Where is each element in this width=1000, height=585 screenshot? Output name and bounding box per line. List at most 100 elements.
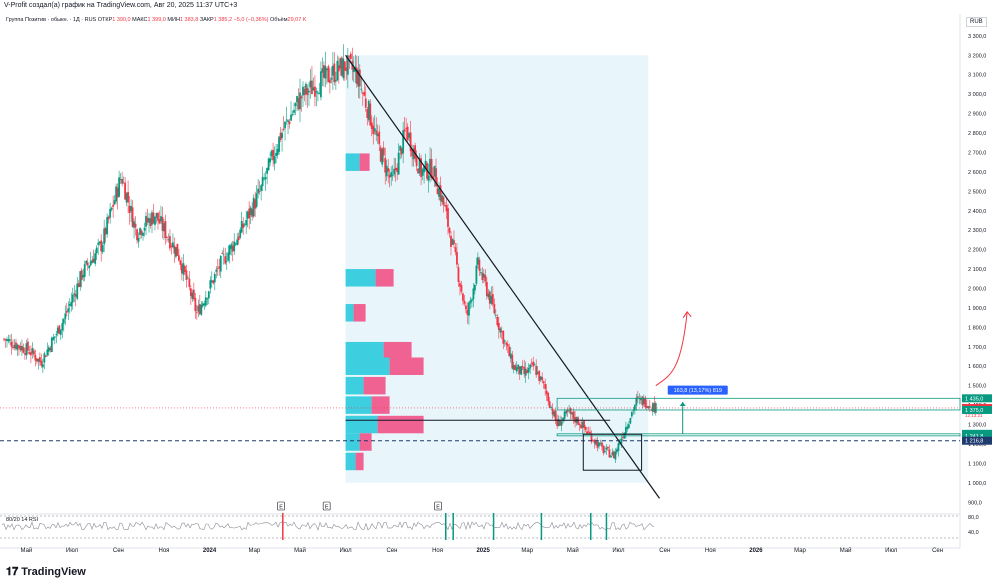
y-tick-label: 1 200,0 xyxy=(968,442,986,448)
candle-body xyxy=(427,175,430,181)
low-label: МИН xyxy=(167,17,180,23)
level-label: 1 216,8 xyxy=(965,439,983,445)
close-value: 1 385,2 xyxy=(213,17,233,23)
candle-body xyxy=(586,431,588,434)
x-tick-label: Май xyxy=(567,547,579,554)
candle-body xyxy=(611,452,614,455)
candle-body xyxy=(134,223,137,228)
symbol-name[interactable]: Группа Позитив · обыкн. · 1Д · RUS xyxy=(6,17,97,23)
candle-body xyxy=(9,339,11,341)
candle-body xyxy=(186,277,189,279)
candle-body xyxy=(161,217,164,231)
candle-body xyxy=(473,284,476,291)
candle-body xyxy=(293,109,295,113)
candle-body xyxy=(146,217,149,223)
candle-body xyxy=(577,417,579,425)
profile-sell-bar xyxy=(389,357,424,375)
candle-body xyxy=(107,216,110,220)
candle-body xyxy=(154,216,156,225)
candle-body xyxy=(384,157,387,173)
candle-body xyxy=(376,133,379,137)
candle-body xyxy=(222,254,225,256)
candle-body xyxy=(526,370,529,373)
candle-body xyxy=(352,67,355,73)
candle-body xyxy=(166,237,168,238)
candle-body xyxy=(441,195,443,203)
currency-button[interactable]: RUB xyxy=(966,17,987,27)
candle-body xyxy=(433,165,436,177)
x-tick-label: Июл xyxy=(339,548,352,554)
candle-body xyxy=(121,178,123,184)
candle-body xyxy=(448,227,451,233)
candle-body xyxy=(252,197,255,217)
candle-body xyxy=(251,208,254,217)
candle-body xyxy=(598,442,600,447)
candle-body xyxy=(210,280,213,283)
candle-body xyxy=(3,338,5,340)
candle-body xyxy=(127,191,129,203)
candle-body xyxy=(608,449,611,458)
candle-body xyxy=(25,343,28,356)
candle-body xyxy=(294,103,297,107)
candle-body xyxy=(94,253,97,264)
candle-body xyxy=(167,239,170,241)
level-label-bg xyxy=(962,394,992,403)
x-tick-label: Май xyxy=(840,547,852,554)
candle-body xyxy=(172,242,174,248)
measure-arrowhead xyxy=(679,401,686,406)
candle-body xyxy=(49,347,52,351)
candle-body xyxy=(173,245,176,254)
candle-body xyxy=(145,215,147,227)
candle-body xyxy=(471,299,473,302)
candle-body xyxy=(176,243,179,256)
candle-body xyxy=(479,272,482,273)
candle-body xyxy=(465,305,467,310)
candle-body xyxy=(391,174,394,176)
candle-body xyxy=(333,63,336,83)
candle-body xyxy=(601,442,603,447)
candle-body xyxy=(551,408,554,415)
candle-body xyxy=(545,390,548,395)
candle-body xyxy=(454,247,457,253)
x-tick-label: Мар xyxy=(249,548,261,554)
candle-body xyxy=(38,357,41,363)
candle-body xyxy=(491,294,494,305)
candle-body xyxy=(212,280,215,284)
candle-body xyxy=(331,65,334,76)
candle-body xyxy=(423,166,425,173)
candle-body xyxy=(367,100,370,120)
candle-body xyxy=(149,218,152,227)
candle-body xyxy=(626,426,629,429)
candle-body xyxy=(106,217,109,234)
profile-sell-bar xyxy=(377,415,424,434)
candle-body xyxy=(273,156,276,164)
candle-body xyxy=(12,347,14,349)
candle-body xyxy=(418,157,421,174)
x-tick-label: Ноя xyxy=(158,548,169,554)
candle-body xyxy=(505,342,508,345)
candle-body xyxy=(119,179,122,180)
candle-body xyxy=(644,397,647,408)
candle-body xyxy=(115,186,118,202)
candle-body xyxy=(542,381,545,384)
candle-body xyxy=(550,407,553,408)
high-label: МАКС xyxy=(132,17,148,23)
profile-sell-bar xyxy=(375,269,394,287)
candle-body xyxy=(258,190,261,192)
countdown-label: 12:13:21 xyxy=(965,413,983,418)
candle-body xyxy=(285,119,288,121)
candle-body xyxy=(469,300,472,304)
candle-body xyxy=(74,294,77,297)
candle-body xyxy=(270,150,273,157)
candle-body xyxy=(158,219,161,224)
volume-label: Объём xyxy=(269,17,288,23)
candle-body xyxy=(143,227,146,231)
candle-body xyxy=(405,127,408,129)
candle-body xyxy=(128,205,131,214)
candle-body xyxy=(182,263,185,275)
candle-body xyxy=(65,310,68,313)
candle-body xyxy=(91,259,94,264)
x-tick-label: Сен xyxy=(932,548,943,554)
candle-body xyxy=(110,207,113,210)
